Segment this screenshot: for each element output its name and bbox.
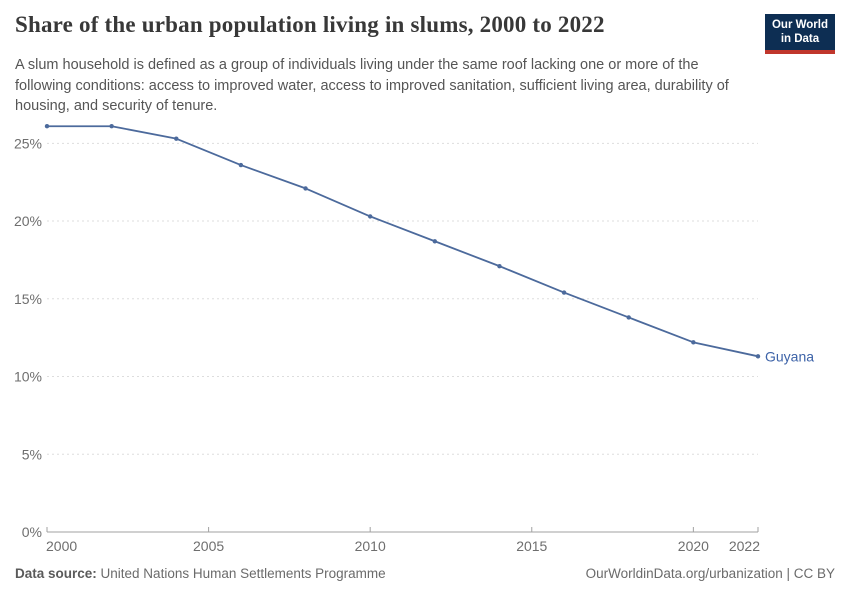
owid-logo-line1: Our World	[771, 19, 828, 31]
data-source-label: Data source:	[15, 566, 97, 581]
page-title: Share of the urban population living in …	[15, 12, 605, 37]
data-source-note: Data source: United Nations Human Settle…	[15, 566, 386, 581]
data-source-value: United Nations Human Settlements Program…	[96, 566, 386, 581]
svg-text:5%: 5%	[22, 446, 42, 462]
svg-text:2022: 2022	[729, 538, 760, 554]
svg-text:2000: 2000	[46, 538, 77, 554]
svg-text:25%: 25%	[14, 135, 42, 151]
chart-subtitle: A slum household is defined as a group o…	[15, 57, 729, 115]
svg-text:2010: 2010	[355, 538, 386, 554]
svg-text:0%: 0%	[22, 524, 42, 540]
svg-text:2015: 2015	[516, 538, 547, 554]
owid-logo[interactable]: Our World in Data	[764, 14, 835, 54]
chart-footer: Data source: United Nations Human Settle…	[15, 566, 835, 581]
svg-text:2020: 2020	[678, 538, 709, 554]
svg-text:10%: 10%	[14, 369, 42, 385]
svg-text:20%: 20%	[14, 213, 42, 229]
attribution-link[interactable]: OurWorldinData.org/urbanization | CC BY	[585, 566, 835, 581]
chart-area: 0% 5% 10% 15% 20% 25% 2000 2005 2010 2015 2020 2022…	[0, 100, 850, 570]
owid-logo-line2: in Data	[780, 33, 820, 46]
svg-text:2005: 2005	[193, 538, 224, 554]
svg-text:Guyana: Guyana	[765, 348, 814, 364]
svg-text:15%: 15%	[14, 291, 42, 307]
line-chart: 0% 5% 10% 15% 20% 25% 2000 2005 2010 2015 2020 2022…	[14, 124, 814, 554]
